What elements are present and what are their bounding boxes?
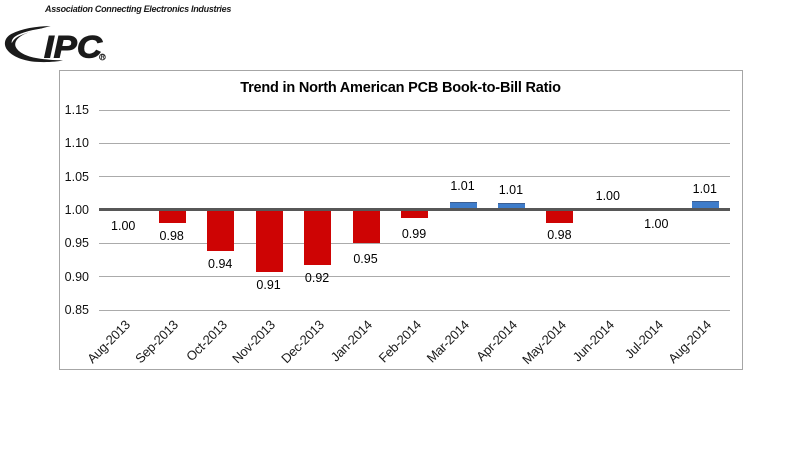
svg-text:IPC: IPC: [44, 28, 103, 64]
svg-text:R: R: [101, 55, 106, 61]
